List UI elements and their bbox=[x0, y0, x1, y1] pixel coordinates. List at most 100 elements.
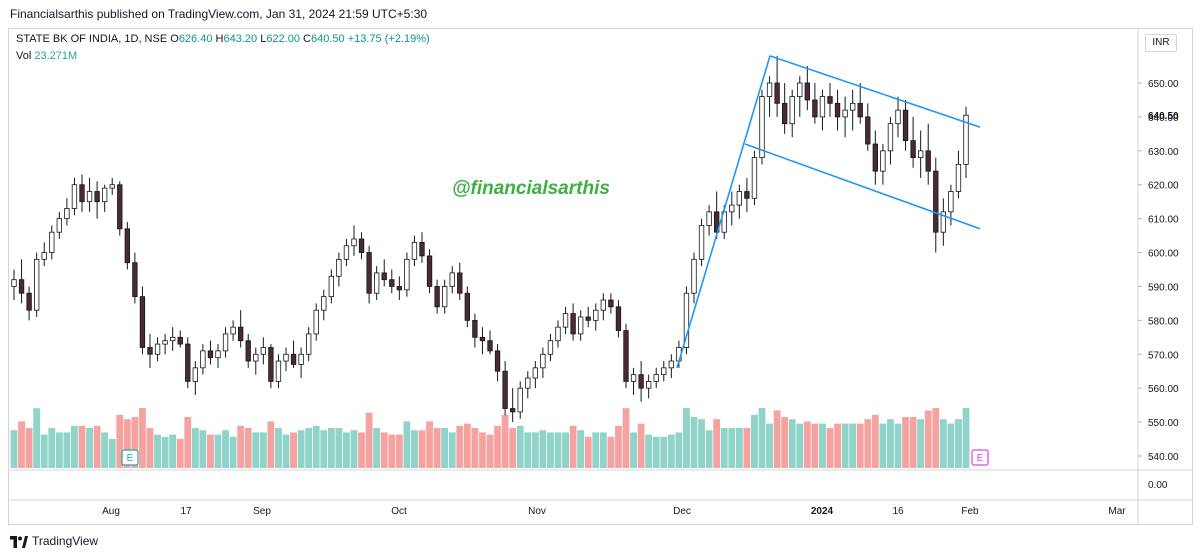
volume-bar bbox=[486, 434, 494, 468]
chart-frame[interactable] bbox=[8, 28, 1193, 525]
candle-body bbox=[653, 374, 659, 382]
volume-bar bbox=[335, 428, 343, 468]
volume-bar bbox=[531, 432, 539, 468]
candle-body bbox=[305, 333, 312, 355]
price-tick-label: 580.00 bbox=[1148, 316, 1179, 327]
candle-body bbox=[782, 102, 788, 125]
volume-bar bbox=[675, 432, 683, 468]
candle-body bbox=[64, 208, 70, 220]
volume-bar bbox=[841, 423, 849, 468]
volume-bar bbox=[554, 432, 562, 468]
candle-body bbox=[404, 258, 410, 291]
volume-bar bbox=[441, 428, 449, 468]
volume-tick-label: 0.00 bbox=[1148, 480, 1168, 491]
volume-bar bbox=[660, 436, 668, 468]
volume-bar bbox=[456, 425, 464, 468]
candle-body bbox=[751, 157, 758, 199]
candle-body bbox=[358, 238, 365, 253]
candle-body bbox=[578, 316, 584, 335]
tradingview-logo-icon bbox=[10, 536, 28, 548]
candle-body bbox=[321, 296, 327, 311]
candle-body bbox=[963, 114, 969, 165]
candle-body bbox=[509, 408, 516, 413]
candle-body bbox=[940, 211, 946, 233]
volume-bar bbox=[758, 408, 766, 468]
volume-bar bbox=[766, 423, 773, 468]
candle-body bbox=[819, 96, 826, 118]
footer-bar: TradingView bbox=[0, 528, 1200, 557]
candle-body bbox=[479, 336, 486, 342]
volume-bar bbox=[479, 432, 486, 468]
candle-body bbox=[336, 258, 342, 277]
candle-body bbox=[132, 262, 138, 298]
currency-button[interactable]: INR bbox=[1145, 34, 1177, 52]
candle-body bbox=[872, 143, 878, 172]
volume-bar bbox=[607, 436, 615, 468]
volume-bar bbox=[48, 428, 56, 468]
volume-bar bbox=[539, 430, 547, 468]
volume-bar bbox=[33, 408, 41, 468]
candle-body bbox=[502, 370, 508, 409]
volume-bar bbox=[773, 410, 781, 468]
candle-body bbox=[638, 374, 644, 389]
price-tick-label: 570.00 bbox=[1148, 350, 1179, 361]
volume-bar bbox=[290, 432, 297, 468]
volume-bar bbox=[169, 434, 177, 468]
price-tick-label: 610.00 bbox=[1148, 215, 1179, 226]
volume-bar bbox=[343, 432, 350, 468]
high-label: H bbox=[215, 33, 224, 45]
volume-bar bbox=[796, 423, 804, 468]
candle-body bbox=[26, 292, 32, 311]
earnings-marker bbox=[971, 449, 989, 466]
candle-body bbox=[177, 336, 183, 345]
volume-bar bbox=[720, 428, 728, 468]
candle-body bbox=[487, 340, 493, 352]
earnings-marker-label: E bbox=[127, 453, 134, 464]
candle-body bbox=[396, 286, 403, 291]
volume-bar bbox=[547, 432, 554, 468]
candle-body bbox=[698, 225, 705, 260]
time-tick-label: 17 bbox=[180, 506, 192, 517]
volume-bar bbox=[116, 414, 124, 468]
candle-body bbox=[774, 82, 780, 104]
volume-bar bbox=[584, 436, 592, 468]
candle-body bbox=[34, 258, 40, 311]
candle-body bbox=[109, 184, 115, 189]
volume-bar bbox=[667, 434, 675, 468]
candle-body bbox=[102, 187, 108, 203]
price-tick-label: 620.00 bbox=[1148, 181, 1179, 192]
volume-bar bbox=[63, 432, 71, 468]
volume-bar bbox=[222, 430, 229, 468]
candle-body bbox=[253, 353, 259, 362]
volume-bar bbox=[849, 423, 857, 468]
candle-body bbox=[525, 377, 531, 389]
candle-body bbox=[154, 343, 161, 355]
volume-label: Vol bbox=[16, 50, 32, 62]
candle-body bbox=[895, 109, 901, 125]
candle-body bbox=[222, 333, 229, 352]
volume-bar bbox=[101, 432, 109, 468]
candle-body bbox=[766, 82, 773, 97]
volume-bar bbox=[645, 434, 653, 468]
volume-bar bbox=[320, 430, 328, 468]
volume-bar bbox=[932, 408, 940, 468]
volume-bar bbox=[622, 408, 630, 468]
close-value: 640.50 bbox=[311, 33, 345, 45]
earnings-marker bbox=[121, 449, 139, 466]
candle-body bbox=[185, 343, 191, 382]
volume-bar bbox=[630, 432, 637, 468]
candle-body bbox=[381, 272, 387, 281]
candle-body bbox=[419, 241, 425, 257]
candle-body bbox=[124, 228, 130, 264]
candle-body bbox=[71, 184, 78, 209]
volume-bar bbox=[592, 432, 600, 468]
last-price-label: 640.50 bbox=[1148, 111, 1179, 122]
volume-bar bbox=[917, 419, 925, 468]
volume-bar bbox=[826, 428, 834, 468]
candle-body bbox=[230, 326, 236, 335]
candle-body bbox=[887, 123, 894, 152]
change-value: +13.75 (+2.19%) bbox=[347, 33, 430, 45]
time-tick-label: Feb bbox=[961, 506, 979, 517]
volume-bar bbox=[819, 423, 826, 468]
